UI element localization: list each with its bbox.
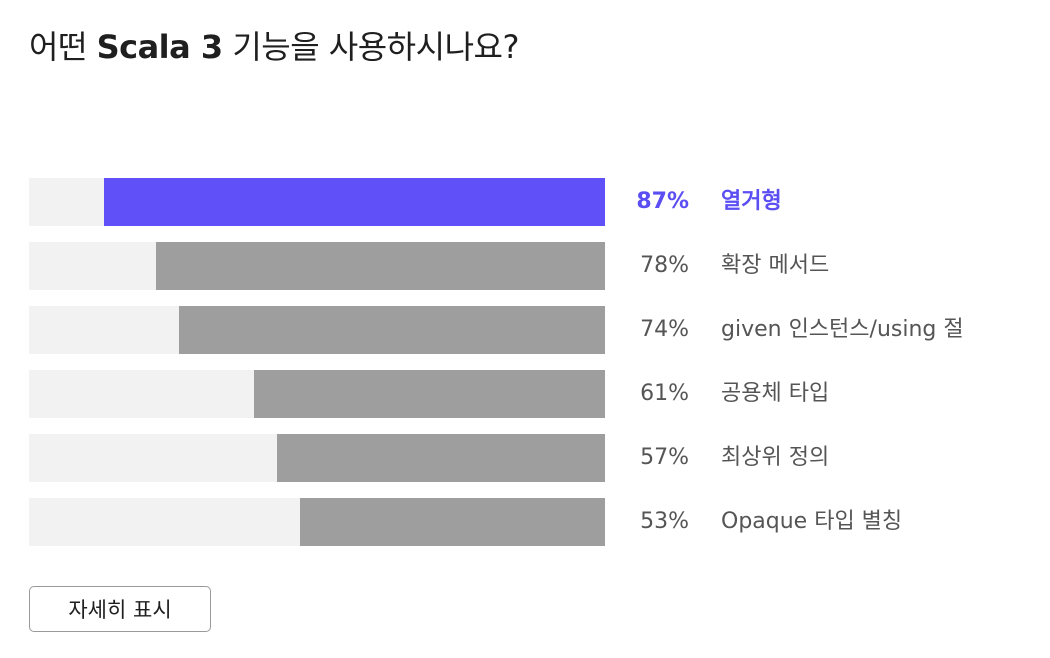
bar-category-label: 확장 메서드 [721, 253, 830, 278]
page-title: 어떤 Scala 3 기능을 사용하시나요? [29, 22, 519, 68]
bar-value-label: 78% [640, 253, 689, 278]
bar-category-label: 최상위 정의 [721, 445, 830, 470]
bar [254, 370, 605, 418]
bar-value-label: 53% [640, 509, 689, 534]
bar-row: 53% Opaque 타입 별칭 [29, 498, 1009, 546]
show-more-button[interactable]: 자세히 표시 [29, 586, 211, 632]
bar-category-label: 공용체 타입 [721, 381, 830, 406]
bar-track [29, 498, 605, 546]
bar-row: 87% 열거형 [29, 178, 1009, 226]
bar-category-label: Opaque 타입 별칭 [721, 509, 903, 534]
bar-row: 78% 확장 메서드 [29, 242, 1009, 290]
bar-row: 74% given 인스턴스/using 절 [29, 306, 1009, 354]
bar-track [29, 306, 605, 354]
bar [156, 242, 605, 290]
bar-row: 61% 공용체 타입 [29, 370, 1009, 418]
bar-row: 57% 최상위 정의 [29, 434, 1009, 482]
bar-track [29, 242, 605, 290]
bar-value-label: 61% [640, 381, 689, 406]
title-bold: Scala 3 [96, 28, 224, 66]
bar [300, 498, 605, 546]
bar [277, 434, 605, 482]
bar-category-label: 열거형 [721, 189, 782, 214]
bar [179, 306, 605, 354]
bar-value-label: 57% [640, 445, 689, 470]
title-prefix: 어떤 [29, 28, 97, 66]
bar-track [29, 434, 605, 482]
bar-value-label: 74% [640, 317, 689, 342]
bar-value-label: 87% [636, 189, 689, 214]
title-suffix: 기능을 사용하시나요? [222, 28, 519, 66]
bar [104, 178, 605, 226]
bar-track [29, 178, 605, 226]
bar-category-label: given 인스턴스/using 절 [721, 317, 964, 342]
bar-track [29, 370, 605, 418]
